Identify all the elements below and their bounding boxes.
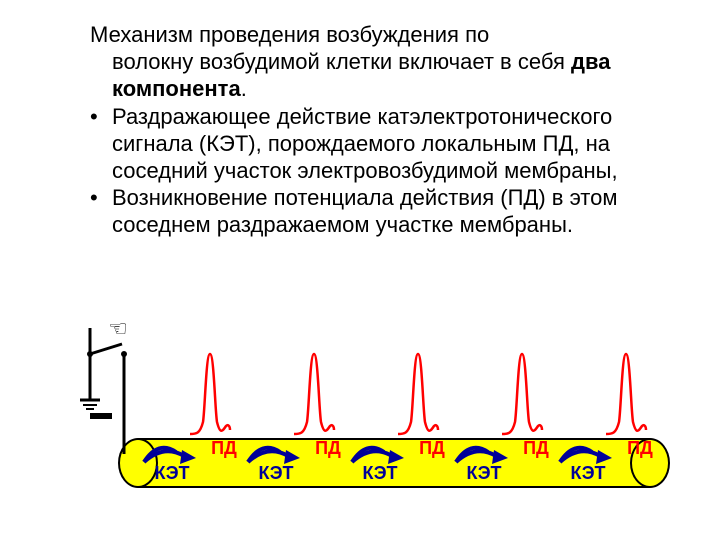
- propagation-diagram: ☜: [70, 310, 670, 520]
- pd-label: ПД: [516, 438, 556, 459]
- bullet-item-2: Возникновение потенциала действия (ПД) в…: [90, 185, 672, 239]
- fiber-labels-row: КЭТ ПД КЭТ ПД КЭТ ПД: [140, 438, 670, 488]
- ket-label: КЭТ: [244, 463, 308, 484]
- text-block: Механизм проведения возбуждения по волок…: [90, 22, 672, 239]
- intro-period: .: [241, 76, 247, 101]
- pd-label: ПД: [620, 438, 660, 459]
- ap-spike-icon: [500, 342, 544, 438]
- ket-segment: КЭТ: [348, 438, 412, 488]
- pd-label: ПД: [412, 438, 452, 459]
- stimulator-icon: ☜: [78, 320, 148, 460]
- ap-spike-icon: [188, 342, 232, 438]
- spikes-row: [188, 340, 668, 438]
- ket-segment: КЭТ: [452, 438, 516, 488]
- intro-paragraph: Механизм проведения возбуждения по волок…: [90, 22, 672, 102]
- ket-label: КЭТ: [556, 463, 620, 484]
- ket-segment: КЭТ: [244, 438, 308, 488]
- pd-label: ПД: [204, 438, 244, 459]
- bullet-list: Раздражающее действие катэлектротоническ…: [90, 104, 672, 238]
- ket-segment: КЭТ: [140, 438, 204, 488]
- intro-line1: Механизм проведения возбуждения по: [90, 22, 489, 47]
- svg-text:☜: ☜: [108, 320, 128, 341]
- ap-spike-icon: [396, 342, 440, 438]
- ket-label: КЭТ: [348, 463, 412, 484]
- ket-label: КЭТ: [140, 463, 204, 484]
- intro-line2-wrapper: волокну возбудимой клетки включает в себ…: [90, 49, 672, 103]
- ket-segment: КЭТ: [556, 438, 620, 488]
- ap-spike-icon: [604, 342, 648, 438]
- intro-part2: волокну возбудимой клетки включает в себ…: [112, 49, 571, 74]
- pd-label: ПД: [308, 438, 348, 459]
- ap-spike-icon: [292, 342, 336, 438]
- slide-page: Механизм проведения возбуждения по волок…: [0, 0, 720, 540]
- ket-label: КЭТ: [452, 463, 516, 484]
- bullet-item-1: Раздражающее действие катэлектротоническ…: [90, 104, 672, 184]
